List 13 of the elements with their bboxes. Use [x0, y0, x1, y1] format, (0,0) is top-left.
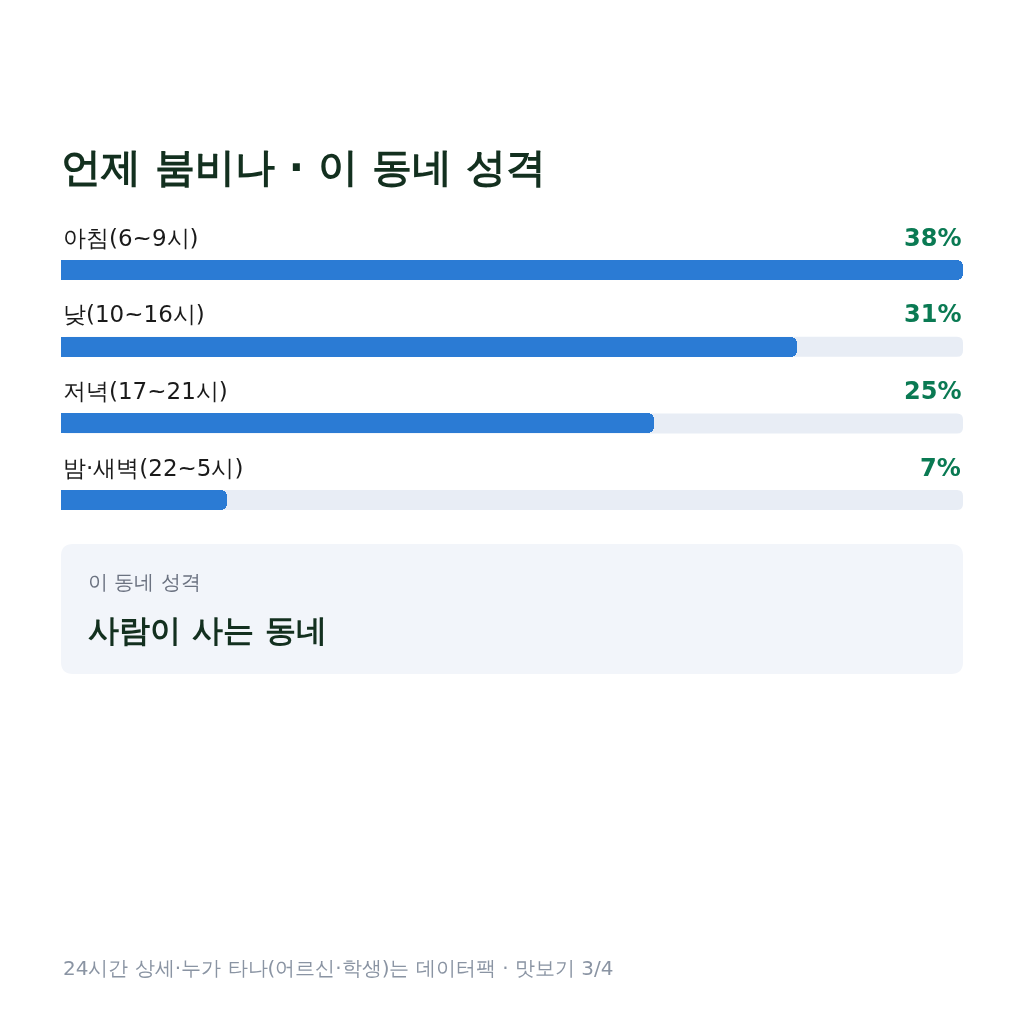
data-label: 38%	[904, 224, 962, 252]
y-tick-label: 밤·새벽(22~5시)	[63, 455, 244, 481]
text: 이 동네 성격	[88, 570, 201, 594]
text: 사람이 사는 동네	[88, 612, 327, 648]
chart-title: 언제 붐비나 · 이 동네 성격	[61, 144, 546, 190]
bar	[61, 489, 227, 510]
text: 24시간 상세·누가 타나(어르신·학생)는 데이터팩 · 맛보기 3/4	[63, 956, 614, 980]
y-tick-label: 아침(6~9시)	[63, 225, 199, 251]
y-tick-label: 저녁(17~21시)	[63, 378, 228, 404]
data-label: 25%	[904, 377, 962, 405]
data-label: 7%	[920, 454, 961, 482]
data-label: 31%	[904, 300, 962, 328]
y-tick-label: 낮(10~16시)	[63, 301, 205, 327]
